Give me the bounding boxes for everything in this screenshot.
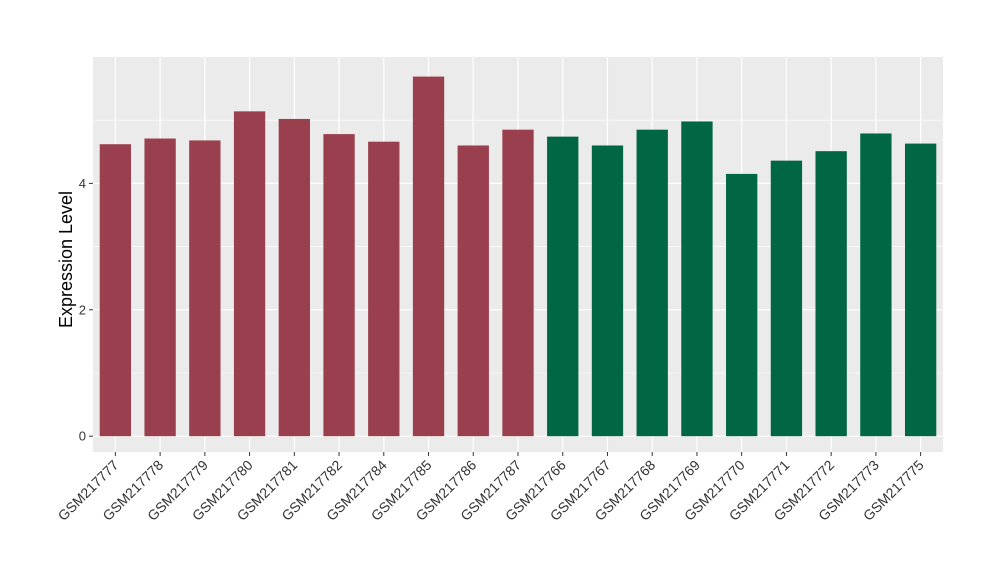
bar-gsm217786 (457, 145, 489, 437)
bars (99, 76, 937, 437)
y-tick-label: 4 (79, 176, 86, 191)
bar-gsm217781 (278, 118, 310, 437)
y-tick-label: 0 (79, 429, 86, 444)
bar-gsm217771 (770, 160, 803, 437)
bar-gsm217766 (547, 136, 579, 437)
bar-gsm217784 (368, 141, 400, 437)
y-axis: 0 2 4 (79, 176, 93, 444)
bar-gsm217775 (904, 143, 937, 437)
bar-gsm217779 (189, 140, 221, 437)
x-axis: GSM217777GSM217778GSM217779GSM217780GSM2… (55, 452, 927, 524)
bar-gsm217769 (681, 121, 713, 437)
bar-gsm217777 (99, 144, 132, 437)
y-tick-label: 2 (79, 302, 86, 317)
bar-gsm217768 (636, 129, 668, 437)
bar-gsm217787 (502, 129, 534, 437)
bar-gsm217767 (591, 145, 624, 437)
bar-gsm217773 (860, 133, 892, 437)
bar-gsm217780 (233, 111, 266, 437)
bar-gsm217782 (323, 134, 355, 437)
bar-gsm217778 (144, 138, 176, 437)
bar-gsm217770 (726, 173, 758, 437)
bar-gsm217785 (412, 76, 445, 437)
y-axis-title: Expression Level (56, 191, 76, 328)
bar-gsm217772 (815, 151, 847, 437)
